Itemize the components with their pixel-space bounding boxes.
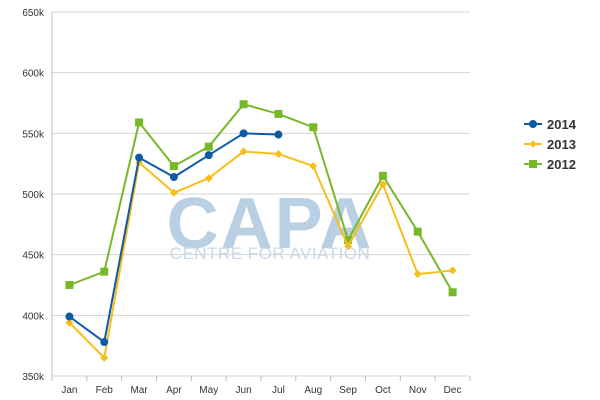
data-point xyxy=(65,281,74,289)
watermark-logo: CAPA xyxy=(167,184,374,264)
data-point xyxy=(100,353,109,362)
data-point xyxy=(204,151,213,160)
data-point xyxy=(413,270,422,279)
y-tick-label: 650k xyxy=(22,8,45,19)
y-tick-label: 550k xyxy=(22,129,45,140)
data-point xyxy=(169,188,178,197)
x-tick-label: Mar xyxy=(130,385,148,396)
data-point xyxy=(204,174,213,183)
data-point xyxy=(135,118,144,127)
data-point xyxy=(65,318,74,327)
data-point xyxy=(309,162,318,171)
data-point xyxy=(309,123,318,132)
legend: 2014 2013 2012 xyxy=(524,117,577,172)
data-point xyxy=(169,173,178,182)
x-tick-label: Dec xyxy=(444,385,462,396)
legend-label: 2012 xyxy=(547,157,576,172)
axes: 350k 400k 450k 500k 550k 600k 650k Jan Feb Mar Apr… xyxy=(22,8,471,396)
data-point xyxy=(239,147,248,156)
legend-item-2014: 2014 xyxy=(524,117,577,132)
x-tick-label: Jan xyxy=(61,385,77,396)
legend-label: 2013 xyxy=(547,137,576,152)
x-tick-label: Jun xyxy=(236,385,252,396)
legend-marker xyxy=(529,120,537,128)
data-point xyxy=(344,242,353,251)
y-tick-label: 450k xyxy=(22,251,45,262)
data-point xyxy=(169,162,178,171)
x-tick-label: May xyxy=(199,385,218,396)
series-2012 xyxy=(65,100,457,297)
data-point xyxy=(378,171,387,180)
data-point xyxy=(448,288,457,297)
x-tick-label: Sep xyxy=(339,385,357,396)
series xyxy=(65,100,457,362)
y-tick-label: 600k xyxy=(22,69,45,80)
y-tick-label: 400k xyxy=(22,311,45,322)
x-tick-label: Jul xyxy=(272,385,285,396)
data-point xyxy=(274,149,283,158)
x-tick-label: Oct xyxy=(375,385,391,396)
grid xyxy=(52,11,470,377)
x-tick-label: Nov xyxy=(409,385,427,396)
data-point xyxy=(274,130,283,139)
data-point xyxy=(448,266,457,275)
watermark: CAPA CENTRE FOR AVIATION xyxy=(167,184,374,264)
x-tick-label: Feb xyxy=(96,385,114,396)
legend-item-2013: 2013 xyxy=(524,137,576,152)
legend-marker xyxy=(529,140,537,148)
legend-marker xyxy=(529,160,537,168)
data-point xyxy=(378,180,387,189)
series-line-2013 xyxy=(68,150,453,359)
y-tick-label: 500k xyxy=(22,190,45,201)
data-point xyxy=(413,227,422,236)
data-point xyxy=(204,142,213,151)
data-point xyxy=(135,153,144,162)
data-point xyxy=(100,267,109,276)
data-point xyxy=(344,236,353,245)
legend-item-2012: 2012 xyxy=(524,157,576,172)
series-2013 xyxy=(65,147,457,362)
data-point xyxy=(65,312,74,321)
data-point xyxy=(100,338,109,347)
legend-label: 2014 xyxy=(547,117,577,132)
series-line-2012 xyxy=(69,103,454,293)
y-tick-label: 350k xyxy=(22,372,45,383)
series-2014 xyxy=(65,129,283,347)
data-point xyxy=(274,109,283,118)
x-tick-label: Apr xyxy=(166,385,182,396)
data-point xyxy=(239,100,248,109)
x-tick-label: Aug xyxy=(304,385,322,396)
watermark-tagline: CENTRE FOR AVIATION xyxy=(170,244,371,263)
data-point xyxy=(239,129,248,138)
